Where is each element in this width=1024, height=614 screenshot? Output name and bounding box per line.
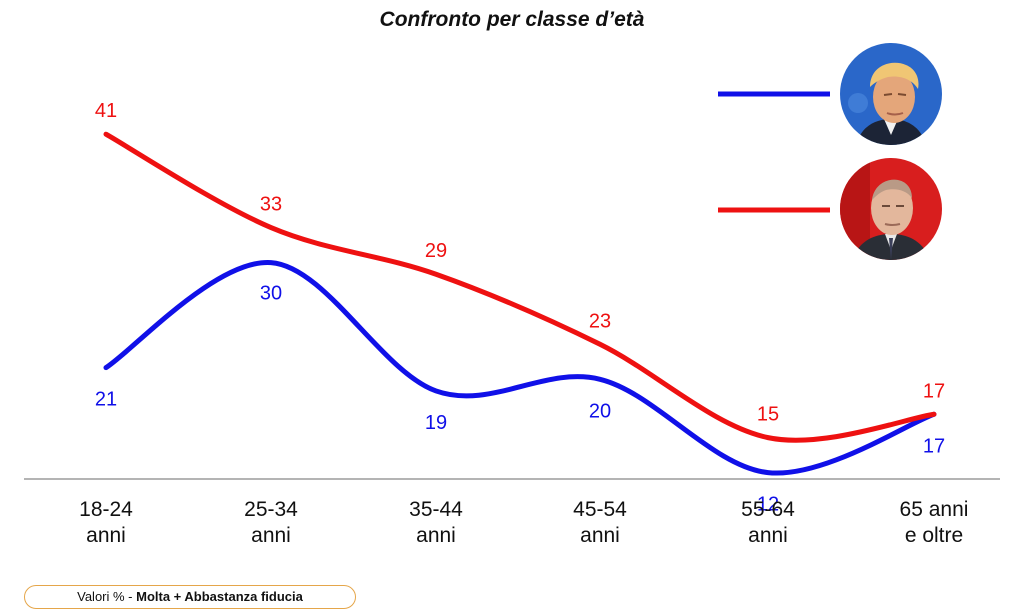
- data-label: 30: [260, 283, 282, 305]
- x-tick-label: 65 anni e oltre: [899, 498, 969, 547]
- x-tick-label: 18-24 anni: [79, 498, 133, 547]
- data-label: 12: [757, 494, 779, 516]
- data-label: 29: [425, 240, 447, 262]
- series-line-putin: [103, 131, 937, 443]
- data-label: 41: [95, 100, 117, 122]
- data-label: 15: [757, 404, 779, 426]
- data-label: 21: [95, 389, 117, 411]
- chart-title: Confronto per classe d’età: [379, 8, 645, 31]
- x-tick-label: 45-54 anni: [573, 498, 627, 547]
- data-label: 17: [923, 435, 945, 457]
- data-label: 20: [589, 400, 611, 422]
- x-tick-label: 55-64 anni: [741, 498, 795, 547]
- note-bold: Molta + Abbastanza fiducia: [136, 589, 303, 604]
- data-label: 33: [260, 194, 282, 216]
- series-line-trump: [103, 260, 937, 476]
- x-tick-label: 25-34 anni: [244, 498, 298, 547]
- data-label: 17: [923, 380, 945, 402]
- x-tick-label: 35-44 anni: [409, 498, 463, 547]
- putin-portrait-icon: [840, 158, 942, 260]
- note-prefix: Valori % -: [77, 589, 137, 604]
- data-label: 23: [589, 310, 611, 332]
- data-label: 19: [425, 412, 447, 434]
- values-note: Valori % - Molta + Abbastanza fiducia: [24, 585, 356, 609]
- trump-portrait-icon: [840, 43, 942, 145]
